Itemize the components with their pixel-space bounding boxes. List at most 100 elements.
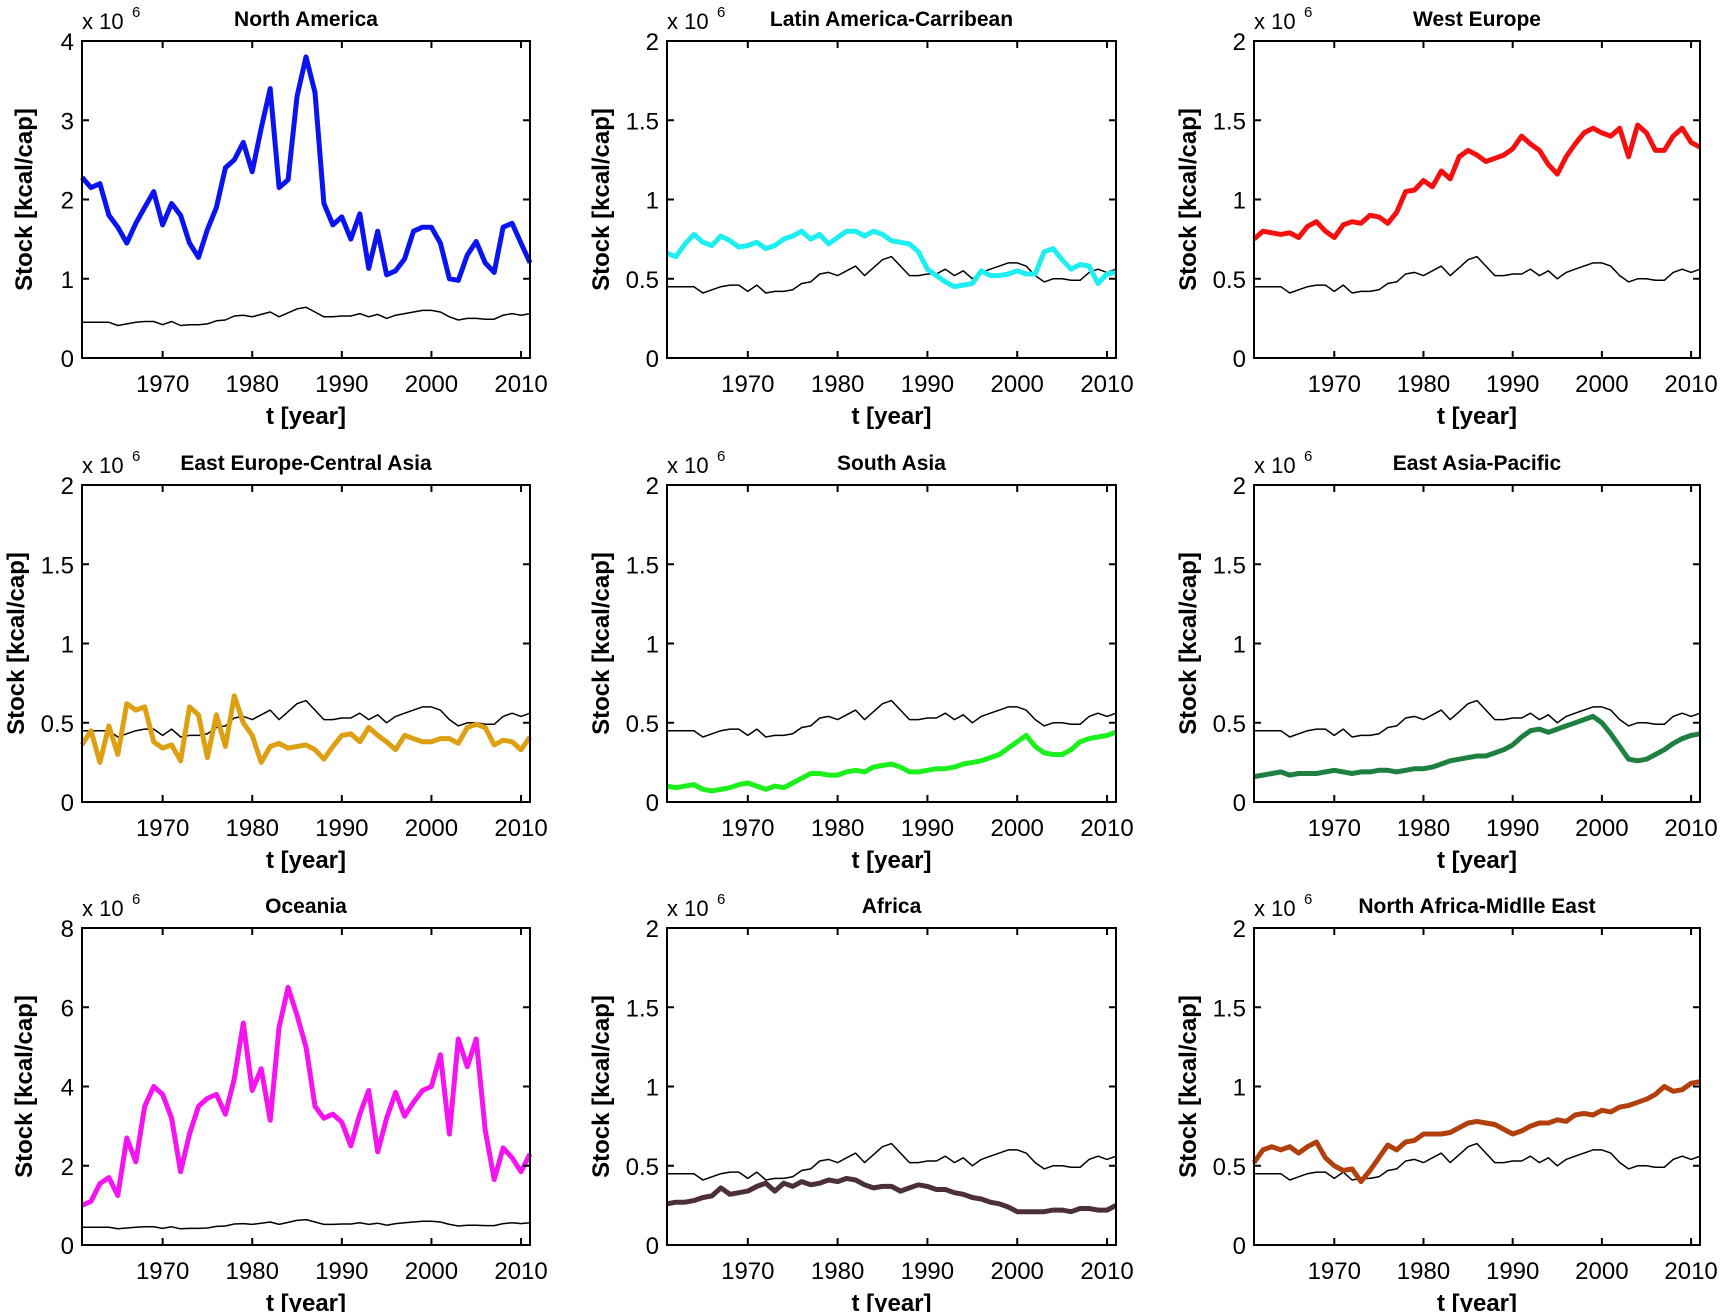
series-line xyxy=(666,1175,1118,1215)
subplot-africa: 0 0.5 1 1.5 2 1970 1980 1990 2000 2010 Africa x 10 6… xyxy=(588,891,1134,1312)
y-multiplier-exponent: 6 xyxy=(1304,4,1312,21)
y-axis-label: Stock [kcal/cap] xyxy=(1175,995,1202,1178)
reference-line xyxy=(667,255,1117,294)
subplot-title: North America xyxy=(234,8,378,31)
x-axis-label: t [year] xyxy=(266,1290,346,1312)
x-tick-label: 1990 xyxy=(901,371,954,398)
x-tick-label: 1970 xyxy=(721,371,774,398)
x-tick-label: 1980 xyxy=(811,815,864,842)
x-tick-label: 1980 xyxy=(226,371,279,398)
x-tick-label: 1990 xyxy=(1486,815,1539,842)
x-tick-label: 2010 xyxy=(494,1258,547,1285)
series-line xyxy=(1253,713,1701,780)
series-line xyxy=(666,729,1117,794)
y-tick-label: 2 xyxy=(646,473,659,500)
x-tick-label: 1970 xyxy=(136,1258,189,1285)
y-tick-label: 2 xyxy=(61,1154,74,1181)
y-tick-label: 2 xyxy=(1233,29,1246,56)
y-tick-label: 6 xyxy=(61,995,74,1022)
y-axis-label: Stock [kcal/cap] xyxy=(11,995,38,1178)
y-tick-label: 1 xyxy=(1233,1075,1246,1102)
y-multiplier-exponent: 6 xyxy=(717,4,725,21)
reference-line xyxy=(1254,255,1701,294)
x-tick-label: 2010 xyxy=(494,371,547,398)
y-tick-label: 2 xyxy=(646,916,659,943)
subplot-south-asia: 0 0.5 1 1.5 2 1970 1980 1990 2000 2010 South Asia x… xyxy=(588,448,1134,874)
series-line xyxy=(1251,1079,1701,1185)
y-multiplier-exponent: 6 xyxy=(1304,891,1312,908)
y-tick-label: 1.5 xyxy=(1213,108,1246,135)
y-axis-label: Stock [kcal/cap] xyxy=(3,552,30,735)
y-tick-label: 0 xyxy=(646,790,659,817)
y-multiplier: x 10 xyxy=(82,896,124,921)
y-tick-label: 0 xyxy=(1233,346,1246,373)
y-multiplier: x 10 xyxy=(82,9,124,34)
y-axis-label: Stock [kcal/cap] xyxy=(11,108,38,291)
subplot-north-america: 0 1 2 3 4 1970 1980 1990 2000 2010 North America x … xyxy=(11,4,548,430)
y-tick-label: 2 xyxy=(646,29,659,56)
y-multiplier: x 10 xyxy=(1254,896,1296,921)
y-multiplier: x 10 xyxy=(1254,9,1296,34)
x-axis-label: t [year] xyxy=(851,847,931,874)
axes-frame xyxy=(1253,927,1701,1246)
subplot-title: North Africa-Midlle East xyxy=(1358,895,1595,918)
x-tick-label: 2000 xyxy=(1575,815,1628,842)
y-tick-label: 2 xyxy=(61,473,74,500)
x-tick-label: 1970 xyxy=(136,815,189,842)
x-tick-label: 1980 xyxy=(1397,371,1450,398)
axes-frame xyxy=(81,927,531,1246)
x-tick-label: 2000 xyxy=(405,815,458,842)
x-tick-label: 2010 xyxy=(1664,1258,1717,1285)
x-tick-label: 1990 xyxy=(1486,1258,1539,1285)
subplot-east-asia-pacific: 0 0.5 1 1.5 2 1970 1980 1990 2000 2010 East Asia-P… xyxy=(1175,448,1718,874)
y-tick-label: 0 xyxy=(1233,790,1246,817)
y-multiplier: x 10 xyxy=(667,453,709,478)
y-tick-label: 0 xyxy=(646,346,659,373)
y-tick-label: 4 xyxy=(61,1075,74,1102)
y-tick-label: 8 xyxy=(61,916,74,943)
x-tick-label: 1970 xyxy=(1308,371,1361,398)
x-tick-label: 1990 xyxy=(1486,371,1539,398)
y-tick-label: 0 xyxy=(61,790,74,817)
y-tick-label: 2 xyxy=(1233,473,1246,500)
subplot-title: West Europe xyxy=(1413,8,1541,31)
y-tick-label: 1 xyxy=(646,188,659,215)
x-tick-label: 2010 xyxy=(1664,815,1717,842)
y-tick-label: 2 xyxy=(1233,916,1246,943)
subplot-title: Africa xyxy=(862,895,922,918)
y-tick-label: 1 xyxy=(646,1075,659,1102)
y-tick-label: 1 xyxy=(1233,188,1246,215)
x-tick-label: 2000 xyxy=(991,1258,1044,1285)
y-tick-label: 0 xyxy=(646,1233,659,1260)
series-line xyxy=(79,693,533,765)
y-multiplier-exponent: 6 xyxy=(132,448,140,465)
y-tick-label: 0.5 xyxy=(1213,1154,1246,1181)
reference-line xyxy=(667,1142,1117,1181)
x-tick-label: 1980 xyxy=(226,815,279,842)
subplot-title: Latin America-Carribean xyxy=(770,8,1013,31)
y-tick-label: 0.5 xyxy=(626,711,659,738)
subplot-title: Oceania xyxy=(265,895,347,918)
x-tick-label: 1990 xyxy=(901,1258,954,1285)
x-tick-label: 1980 xyxy=(811,371,864,398)
x-tick-label: 1980 xyxy=(811,1258,864,1285)
y-axis-label: Stock [kcal/cap] xyxy=(1175,552,1202,735)
x-tick-label: 1990 xyxy=(315,1258,368,1285)
subplot-latin-america-carribean: 0 0.5 1 1.5 2 1970 1980 1990 2000 2010 Latin Ameri… xyxy=(588,4,1134,430)
x-tick-label: 2010 xyxy=(1080,1258,1133,1285)
y-tick-label: 0.5 xyxy=(1213,711,1246,738)
reference-line xyxy=(82,306,531,327)
y-axis-label: Stock [kcal/cap] xyxy=(588,108,615,291)
y-tick-label: 1.5 xyxy=(626,108,659,135)
y-tick-label: 1.5 xyxy=(41,552,74,579)
x-tick-label: 2010 xyxy=(1080,371,1133,398)
axes-frame xyxy=(81,484,531,803)
axes-frame xyxy=(666,927,1117,1246)
x-tick-label: 1970 xyxy=(721,815,774,842)
x-tick-label: 2000 xyxy=(1575,1258,1628,1285)
subplot-title: East Europe-Central Asia xyxy=(180,452,432,475)
y-multiplier-exponent: 6 xyxy=(132,4,140,21)
x-axis-label: t [year] xyxy=(266,403,346,430)
y-multiplier: x 10 xyxy=(1254,453,1296,478)
x-axis-label: t [year] xyxy=(1437,1290,1517,1312)
